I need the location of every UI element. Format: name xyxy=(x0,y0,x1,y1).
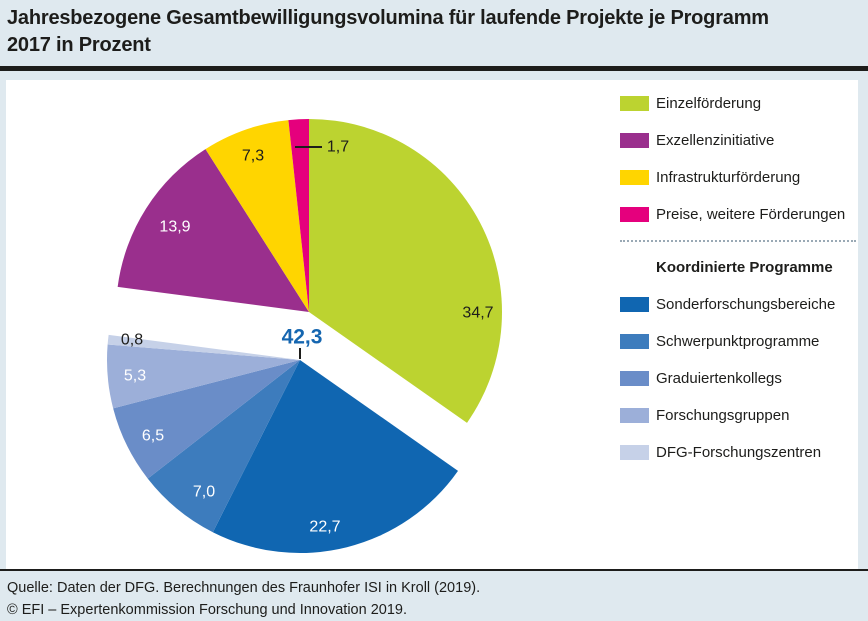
legend-item-forschungsgruppen: Forschungsgruppen xyxy=(620,397,856,434)
slice-label-dfg-forschungszentren: 0,8 xyxy=(121,332,143,349)
legend-label-forschungsgruppen: Forschungsgruppen xyxy=(656,407,790,424)
legend-swatch-schwerpunktprogramme xyxy=(620,334,649,349)
legend-divider xyxy=(620,240,856,242)
legend-item-infrastrukturfoerderung: Infrastrukturförderung xyxy=(620,159,856,196)
pie-slice-dfg-forschungszentren xyxy=(107,334,301,360)
legend-label-graduiertenkollegs: Graduiertenkollegs xyxy=(656,370,782,387)
pie-slice-forschungsgruppen xyxy=(106,344,300,409)
slice-label-graduiertenkollegs: 6,5 xyxy=(142,428,164,445)
legend-group-header: Koordinierte Programme xyxy=(656,259,833,276)
legend-label-schwerpunktprogramme: Schwerpunktprogramme xyxy=(656,333,820,350)
legend-group-header-row: Koordinierte Programme xyxy=(620,249,856,286)
legend-label-dfg-forschungszentren: DFG-Forschungszentren xyxy=(656,444,822,461)
legend-item-sonderforschungsbereiche: Sonderforschungsbereiche xyxy=(620,286,856,323)
page-title: Jahresbezogene Gesamtbewilligungsvolumin… xyxy=(7,5,847,59)
pie-slice-preise-weitere-f-rderungen xyxy=(288,119,309,312)
legend-label-einzelfoerderung: Einzelförderung xyxy=(656,95,762,112)
legend-swatch-preise-weitere-foerderungen xyxy=(620,207,649,222)
legend-item-dfg-forschungszentren: DFG-Forschungszentren xyxy=(620,434,856,471)
slice-label-schwerpunktprogramme: 7,0 xyxy=(193,484,215,501)
pie-slice-infrastrukturf-rderung xyxy=(205,120,309,312)
legend-item-graduiertenkollegs: Graduiertenkollegs xyxy=(620,360,856,397)
legend-item-preise-weitere-foerderungen: Preise, weitere Förderungen xyxy=(620,196,856,233)
legend-swatch-sonderforschungsbereiche xyxy=(620,297,649,312)
footer-divider-rule xyxy=(0,569,868,571)
legend-label-infrastrukturfoerderung: Infrastrukturförderung xyxy=(656,169,801,186)
legend-item-schwerpunktprogramme: Schwerpunktprogramme xyxy=(620,323,856,360)
legend-label-sonderforschungsbereiche: Sonderforschungsbereiche xyxy=(656,296,836,313)
slice-label-forschungsgruppen: 5,3 xyxy=(124,368,146,385)
legend-label-exzellenzinitiative: Exzellenzinitiative xyxy=(656,132,775,149)
legend-header-spacer xyxy=(620,260,649,275)
slice-label-sonderforschungsbereiche: 22,7 xyxy=(309,519,340,536)
legend-swatch-infrastrukturfoerderung xyxy=(620,170,649,185)
legend-swatch-exzellenzinitiative xyxy=(620,133,649,148)
footer: Quelle: Daten der DFG. Berechnungen des … xyxy=(7,577,480,621)
legend-swatch-dfg-forschungszentren xyxy=(620,445,649,460)
legend-item-exzellenzinitiative: Exzellenzinitiative xyxy=(620,122,856,159)
slice-label-einzelf-rderung: 34,7 xyxy=(462,305,493,322)
group-total-label: 42,3 xyxy=(282,326,323,349)
legend-swatch-einzelfoerderung xyxy=(620,96,649,111)
pie-slice-exzellenzinitiative xyxy=(117,149,309,312)
slice-label-preise-weitere-f-rderungen: 1,7 xyxy=(327,139,349,156)
legend-label-preise-weitere-foerderungen: Preise, weitere Förderungen xyxy=(656,206,846,223)
pie-chart: 34,7 22,7 7,0 6,5 5,3 0,8 13,9 7,3 1,7 42,3 xyxy=(106,119,502,554)
copyright-note: © EFI – Expertenkommission Forschung und… xyxy=(7,602,407,618)
legend-swatch-forschungsgruppen xyxy=(620,408,649,423)
page-title-line2: 2017 in Prozent xyxy=(7,34,151,56)
pie-slice-sonderforschungsbereiche xyxy=(212,360,459,554)
source-note: Quelle: Daten der DFG. Berechnungen des … xyxy=(7,580,481,596)
legend-swatch-graduiertenkollegs xyxy=(620,371,649,386)
page-title-line1: Jahresbezogene Gesamtbewilligungsvolumin… xyxy=(7,7,769,29)
title-divider-rule xyxy=(0,66,868,71)
legend: Einzelförderung Exzellenzinitiative Infr… xyxy=(620,85,856,471)
pie-slice-einzelf-rderung xyxy=(309,119,502,423)
pie-slice-schwerpunktprogramme xyxy=(147,360,300,533)
chart-panel: 34,7 22,7 7,0 6,5 5,3 0,8 13,9 7,3 1,7 42,3 Einze… xyxy=(6,80,858,569)
slice-label-infrastrukturf-rderung: 7,3 xyxy=(242,148,264,165)
legend-item-einzelfoerderung: Einzelförderung xyxy=(620,85,856,122)
pie-slice-graduiertenkollegs xyxy=(113,360,301,479)
slice-label-exzellenzinitiative: 13,9 xyxy=(159,219,190,236)
